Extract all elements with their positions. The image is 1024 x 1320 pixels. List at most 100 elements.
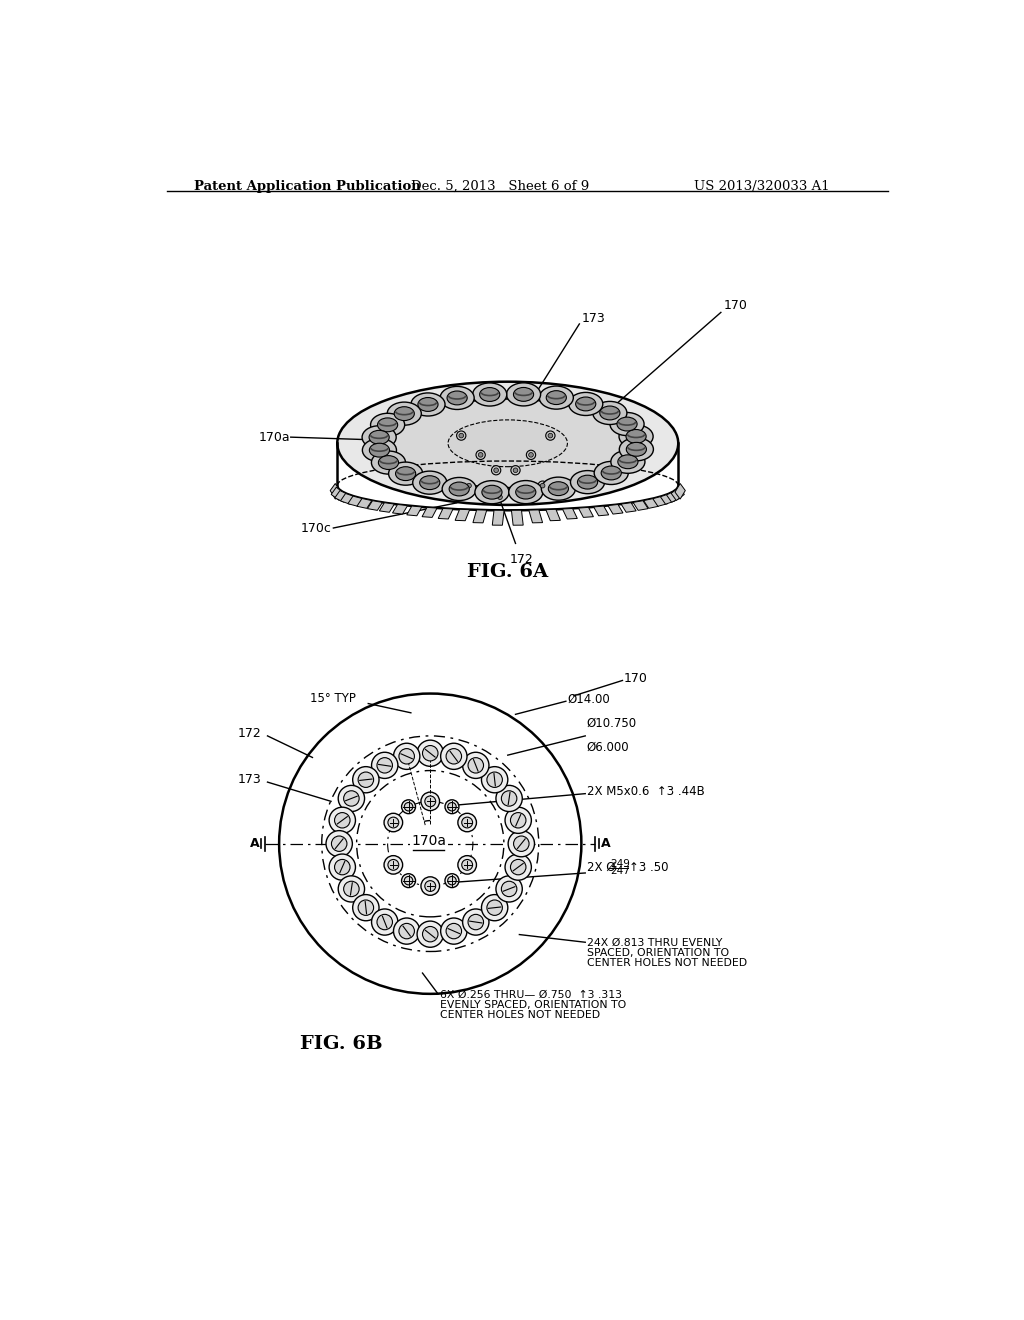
- Circle shape: [457, 432, 466, 441]
- Ellipse shape: [413, 471, 446, 494]
- Circle shape: [505, 854, 531, 880]
- Circle shape: [496, 785, 522, 812]
- Circle shape: [384, 813, 402, 832]
- Polygon shape: [348, 496, 362, 507]
- Circle shape: [393, 743, 420, 770]
- Circle shape: [498, 495, 503, 499]
- Text: EVENLY SPACED, ORIENTATION TO: EVENLY SPACED, ORIENTATION TO: [439, 1001, 626, 1010]
- Circle shape: [338, 785, 365, 812]
- Ellipse shape: [370, 444, 389, 457]
- Ellipse shape: [369, 430, 389, 445]
- Ellipse shape: [594, 462, 629, 484]
- Circle shape: [425, 880, 435, 891]
- Circle shape: [468, 915, 483, 929]
- Circle shape: [338, 876, 365, 902]
- Polygon shape: [608, 504, 623, 513]
- Circle shape: [478, 453, 483, 457]
- Polygon shape: [528, 510, 543, 523]
- Text: A: A: [601, 837, 611, 850]
- Circle shape: [393, 917, 420, 944]
- Polygon shape: [455, 510, 470, 520]
- Polygon shape: [392, 504, 408, 513]
- Circle shape: [526, 450, 536, 459]
- Circle shape: [538, 480, 547, 490]
- Polygon shape: [652, 496, 668, 507]
- Circle shape: [502, 791, 517, 807]
- Circle shape: [459, 433, 464, 438]
- Ellipse shape: [479, 388, 500, 401]
- Ellipse shape: [440, 387, 474, 409]
- Circle shape: [548, 433, 553, 438]
- Circle shape: [344, 791, 359, 807]
- Circle shape: [464, 480, 474, 490]
- Text: Dec. 5, 2013   Sheet 6 of 9: Dec. 5, 2013 Sheet 6 of 9: [411, 180, 589, 193]
- Ellipse shape: [482, 486, 502, 499]
- Text: 170: 170: [724, 300, 748, 313]
- Text: 173: 173: [238, 774, 262, 787]
- Circle shape: [421, 876, 439, 895]
- Text: CENTER HOLES NOT NEEDED: CENTER HOLES NOT NEEDED: [439, 1010, 600, 1020]
- Text: Ø6.000: Ø6.000: [587, 741, 630, 754]
- Polygon shape: [493, 511, 504, 525]
- Polygon shape: [579, 507, 594, 517]
- Circle shape: [505, 808, 531, 833]
- Polygon shape: [622, 503, 636, 512]
- Polygon shape: [422, 507, 437, 517]
- Circle shape: [329, 854, 355, 880]
- Ellipse shape: [627, 442, 646, 457]
- Polygon shape: [660, 494, 675, 504]
- Circle shape: [508, 830, 535, 857]
- Circle shape: [335, 859, 350, 875]
- Circle shape: [458, 855, 476, 874]
- Circle shape: [401, 800, 416, 813]
- Polygon shape: [407, 506, 422, 516]
- Text: 2X Ø: 2X Ø: [587, 861, 615, 874]
- Circle shape: [335, 813, 350, 828]
- Ellipse shape: [379, 455, 398, 470]
- Circle shape: [546, 432, 555, 441]
- Text: US 2013/320033 A1: US 2013/320033 A1: [693, 180, 829, 193]
- Circle shape: [332, 836, 347, 851]
- Polygon shape: [667, 491, 681, 502]
- Ellipse shape: [362, 438, 396, 462]
- Circle shape: [476, 450, 485, 459]
- Ellipse shape: [337, 381, 678, 506]
- Circle shape: [417, 741, 443, 767]
- Text: 2X M5x0.6  ↑3 .44B: 2X M5x0.6 ↑3 .44B: [587, 785, 705, 797]
- Polygon shape: [671, 487, 684, 500]
- Ellipse shape: [450, 482, 469, 496]
- Circle shape: [462, 859, 473, 870]
- Text: 172: 172: [238, 727, 262, 741]
- Circle shape: [377, 915, 392, 929]
- Ellipse shape: [513, 388, 534, 401]
- Text: 173: 173: [582, 312, 605, 325]
- Polygon shape: [594, 506, 608, 516]
- Ellipse shape: [626, 429, 646, 444]
- Circle shape: [496, 492, 505, 502]
- Circle shape: [458, 813, 476, 832]
- Circle shape: [388, 817, 398, 828]
- Circle shape: [440, 917, 467, 944]
- Circle shape: [446, 748, 462, 764]
- Text: Ø14.00: Ø14.00: [567, 693, 610, 706]
- Ellipse shape: [601, 466, 622, 480]
- Circle shape: [399, 924, 415, 939]
- Circle shape: [486, 900, 503, 915]
- Text: 247: 247: [610, 866, 630, 876]
- Ellipse shape: [447, 391, 467, 405]
- Polygon shape: [379, 503, 394, 512]
- Text: Ø10.750: Ø10.750: [587, 717, 637, 730]
- Circle shape: [399, 748, 415, 764]
- Circle shape: [401, 874, 416, 887]
- Polygon shape: [562, 508, 578, 519]
- Circle shape: [447, 803, 457, 810]
- Circle shape: [377, 758, 392, 774]
- Ellipse shape: [507, 383, 541, 407]
- Polygon shape: [438, 508, 453, 519]
- Circle shape: [463, 752, 488, 779]
- Circle shape: [513, 469, 518, 473]
- Ellipse shape: [611, 450, 645, 474]
- Circle shape: [358, 772, 374, 788]
- Ellipse shape: [395, 467, 416, 480]
- Ellipse shape: [516, 486, 536, 499]
